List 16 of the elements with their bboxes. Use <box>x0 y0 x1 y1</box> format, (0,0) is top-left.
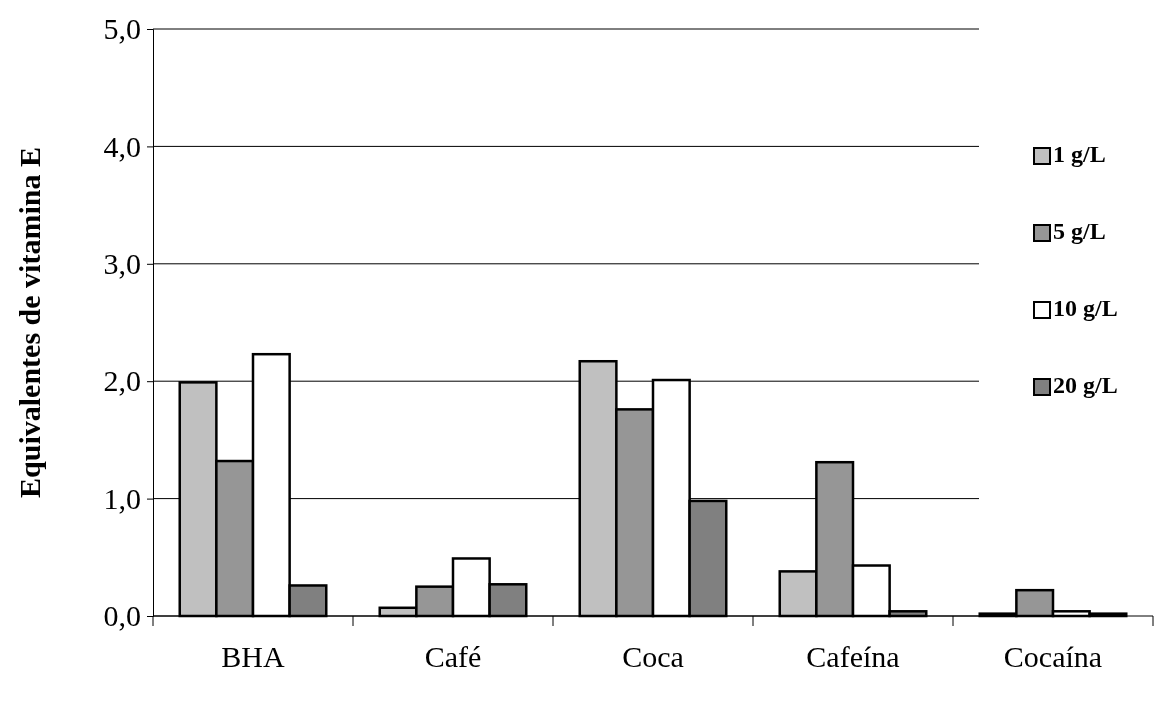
y-tick-label: 1,0 <box>103 481 141 515</box>
y-tick-label: 2,0 <box>103 364 141 398</box>
y-tick-label: 3,0 <box>103 246 141 280</box>
legend-label: 1 g/L <box>1053 141 1106 167</box>
x-tick-label: Cocaína <box>1003 640 1103 674</box>
x-tick-label: Coca <box>622 640 684 674</box>
legend-label: 10 g/L <box>1053 295 1118 321</box>
legend-label: 20 g/L <box>1053 372 1118 398</box>
y-tick-label: 0,0 <box>103 599 141 633</box>
x-tick-label: BHA <box>221 640 285 674</box>
x-tick-label: Café <box>424 640 482 674</box>
x-tick-label: Cafeína <box>806 640 900 674</box>
y-axis-title: Equivalentes de vitamina E <box>13 147 46 498</box>
y-tick-label: 4,0 <box>103 129 141 163</box>
legend-label: 5 g/L <box>1053 218 1106 244</box>
y-tick-label: 5,0 <box>103 12 141 46</box>
